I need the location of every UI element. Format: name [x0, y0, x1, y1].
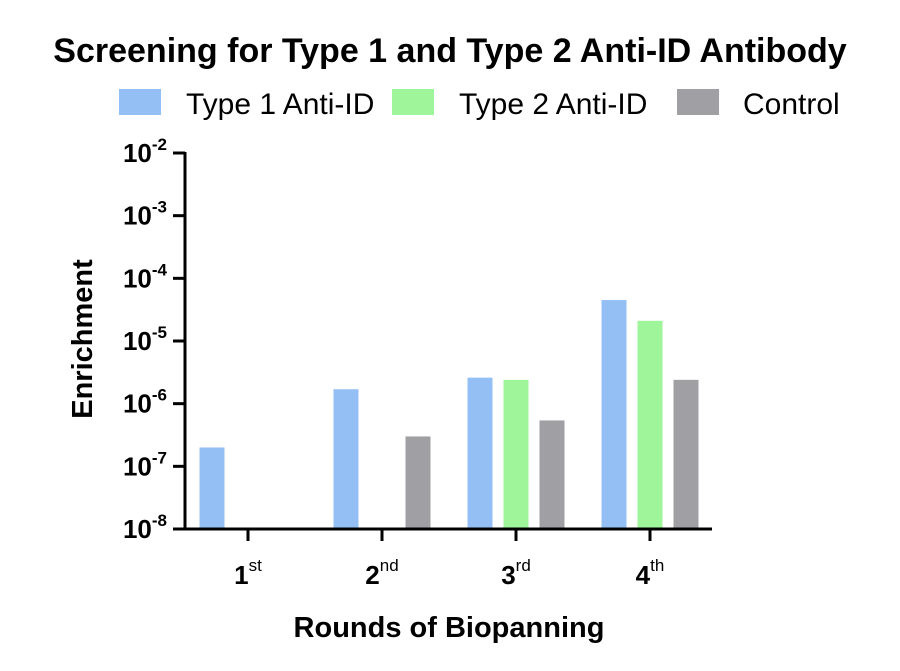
bars: [199, 300, 699, 528]
x-tick-label: 1st: [234, 556, 262, 590]
x-tick-label: 4th: [636, 556, 665, 590]
bar: [637, 320, 663, 528]
bar: [333, 389, 359, 528]
legend-label: Type 2 Anti-ID: [459, 88, 647, 121]
legend-swatch: [677, 89, 719, 115]
x-axis-label: Rounds of Biopanning: [294, 612, 605, 644]
bar: [405, 436, 431, 528]
y-tick-label: 10-3: [123, 198, 167, 231]
chart-title: Screening for Type 1 and Type 2 Anti-ID …: [53, 32, 846, 70]
legend-label: Type 1 Anti-ID: [186, 88, 374, 121]
legend-item: Control: [677, 88, 840, 121]
bar: [467, 377, 493, 528]
y-tick-label: 10-5: [123, 323, 167, 356]
y-tick-label: 10-2: [123, 135, 167, 168]
y-tick-label: 10-7: [123, 448, 167, 481]
legend-item: Type 1 Anti-ID: [119, 88, 374, 121]
legend-label: Control: [743, 88, 840, 121]
x-axis: 1st 2nd 3rd 4th: [183, 527, 712, 590]
y-tick-label: 10-4: [123, 260, 168, 293]
y-axis-label: Enrichment: [67, 259, 99, 419]
legend-item: Type 2 Anti-ID: [392, 88, 647, 121]
bar: [539, 420, 565, 528]
x-tick-label: 2nd: [365, 556, 398, 590]
y-tick-label: 10-8: [123, 511, 167, 544]
y-tick-label: 10-6: [123, 386, 167, 419]
legend: Type 1 Anti-ID Type 2 Anti-ID Control: [119, 88, 840, 121]
bar: [601, 300, 627, 528]
x-tick-label: 3rd: [501, 556, 531, 590]
legend-swatch: [392, 89, 434, 115]
y-axis: 10-2 10-3 10-4 10-5 10-6 10-7 10-8: [123, 135, 187, 544]
bar: [503, 379, 529, 528]
legend-swatch: [119, 89, 161, 115]
bar: [673, 379, 699, 528]
bar: [199, 447, 225, 528]
